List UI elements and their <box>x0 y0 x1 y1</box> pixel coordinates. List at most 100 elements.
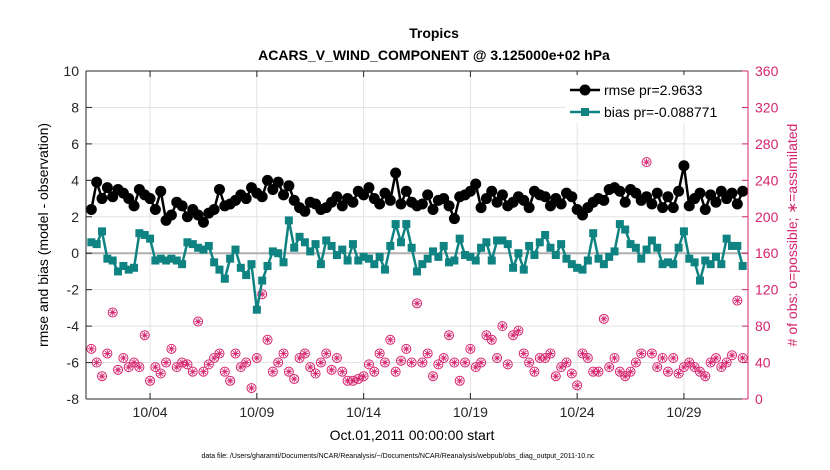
bias-point <box>167 254 176 263</box>
obs-assimilated-stroke <box>729 352 735 358</box>
obs-assimilated-point <box>669 354 677 362</box>
obs-assimilated-stroke <box>734 297 741 304</box>
rmse-point <box>283 180 295 192</box>
obs-possible-point <box>433 359 444 370</box>
obs-assimilated-point <box>600 315 608 323</box>
bias-point <box>114 267 123 276</box>
obs-assimilated-stroke <box>158 370 164 377</box>
obs-assimilated-stroke <box>515 327 522 334</box>
obs-assimilated-stroke <box>270 368 276 375</box>
obs-assimilated-point <box>274 359 282 366</box>
obs-assimilated-point <box>595 368 602 376</box>
bias-point <box>471 256 480 265</box>
obs-assimilated-point <box>168 345 175 353</box>
obs-assimilated-point <box>418 359 426 366</box>
obs-assimilated-stroke <box>617 368 623 375</box>
obs-assimilated-point <box>717 363 725 371</box>
obs-assimilated-point <box>248 384 255 392</box>
obs-assimilated-point <box>125 363 133 371</box>
obs-assimilated-stroke <box>408 359 415 366</box>
obs-possible-point <box>609 353 620 363</box>
obs-assimilated-point <box>381 359 389 366</box>
bias-point <box>583 256 592 265</box>
obs-assimilated-stroke <box>190 368 196 375</box>
obs-assimilated-stroke <box>355 376 361 382</box>
bias-point <box>690 258 699 267</box>
obs-possible-point <box>337 366 348 377</box>
obs-possible-point <box>102 348 113 359</box>
obs-assimilated-point <box>109 309 117 316</box>
obs-assimilated-point <box>573 381 581 389</box>
y-tick-label: -6 <box>67 355 80 371</box>
obs-assimilated-point <box>525 359 533 366</box>
bias-point <box>242 271 251 280</box>
bias-point <box>727 241 736 250</box>
bias-point <box>274 249 283 258</box>
bias-point <box>258 276 267 285</box>
obs-assimilated-point <box>461 359 469 366</box>
obs-assimilated-point <box>242 359 250 366</box>
obs-assimilated-stroke <box>275 359 281 366</box>
obs-possible-point <box>283 366 294 377</box>
obs-assimilated-stroke <box>99 373 105 379</box>
obs-assimilated-point <box>488 336 496 344</box>
obs-assimilated-stroke <box>553 373 559 379</box>
rmse-point <box>155 185 167 197</box>
obs-possible-point <box>139 330 150 341</box>
obs-possible-point <box>369 366 380 377</box>
bias-point <box>685 254 694 263</box>
obs-assimilated-stroke <box>248 385 255 391</box>
obs-assimilated-point <box>130 359 138 366</box>
obs-assimilated-point <box>472 363 480 371</box>
obs-possible-point <box>412 298 422 309</box>
legend-rmse-marker <box>579 84 591 96</box>
bias-point <box>370 260 379 269</box>
bias-point <box>338 245 347 254</box>
bias-point <box>172 256 181 265</box>
bias-point <box>391 220 400 229</box>
bias-point <box>386 241 395 250</box>
bias-point <box>519 265 528 274</box>
data-file-footer: data file: /Users/gharamti/Documents/NCA… <box>201 453 595 460</box>
obs-possible-point <box>582 353 593 363</box>
bias-point <box>557 240 566 249</box>
obs-assimilated-stroke <box>419 359 426 366</box>
obs-assimilated-point <box>520 350 528 357</box>
obs-possible-point <box>422 348 433 359</box>
bias-point <box>439 241 448 250</box>
obs-possible-point <box>267 366 278 377</box>
obs-possible-point <box>465 343 476 354</box>
rmse-point <box>101 182 113 194</box>
obs-possible-point <box>315 357 326 368</box>
obs-assimilated-point <box>114 366 122 374</box>
y-tick-label: 4 <box>71 172 79 188</box>
obs-assimilated-point <box>103 350 111 357</box>
obs-possible-point <box>182 359 193 370</box>
obs-assimilated-stroke <box>649 350 655 357</box>
bias-point <box>364 254 373 263</box>
bias-point <box>263 261 272 270</box>
bias-point <box>295 232 304 241</box>
bias-point <box>151 256 160 265</box>
obs-assimilated-point <box>616 368 624 376</box>
bias-point <box>311 240 320 249</box>
obs-assimilated-stroke <box>104 350 111 357</box>
obs-possible-point <box>289 373 300 384</box>
obs-assimilated-stroke <box>435 361 442 368</box>
obs-assimilated-stroke <box>216 350 223 357</box>
bias-point <box>610 247 619 256</box>
rmse-point <box>667 202 679 214</box>
obs-assimilated-stroke <box>467 346 474 352</box>
obs-assimilated-stroke <box>633 359 639 366</box>
rmse-point <box>272 176 284 188</box>
obs-assimilated-stroke <box>611 355 618 361</box>
obs-assimilated-stroke <box>739 355 746 361</box>
bias-point <box>663 258 672 267</box>
obs-assimilated-stroke <box>334 355 340 361</box>
bias-point <box>711 252 720 261</box>
bias-point <box>466 252 475 261</box>
obs-assimilated-stroke <box>483 332 490 338</box>
obs-assimilated-point <box>568 370 576 377</box>
obs-assimilated-point <box>675 370 682 377</box>
obs-assimilated-point <box>707 359 715 366</box>
